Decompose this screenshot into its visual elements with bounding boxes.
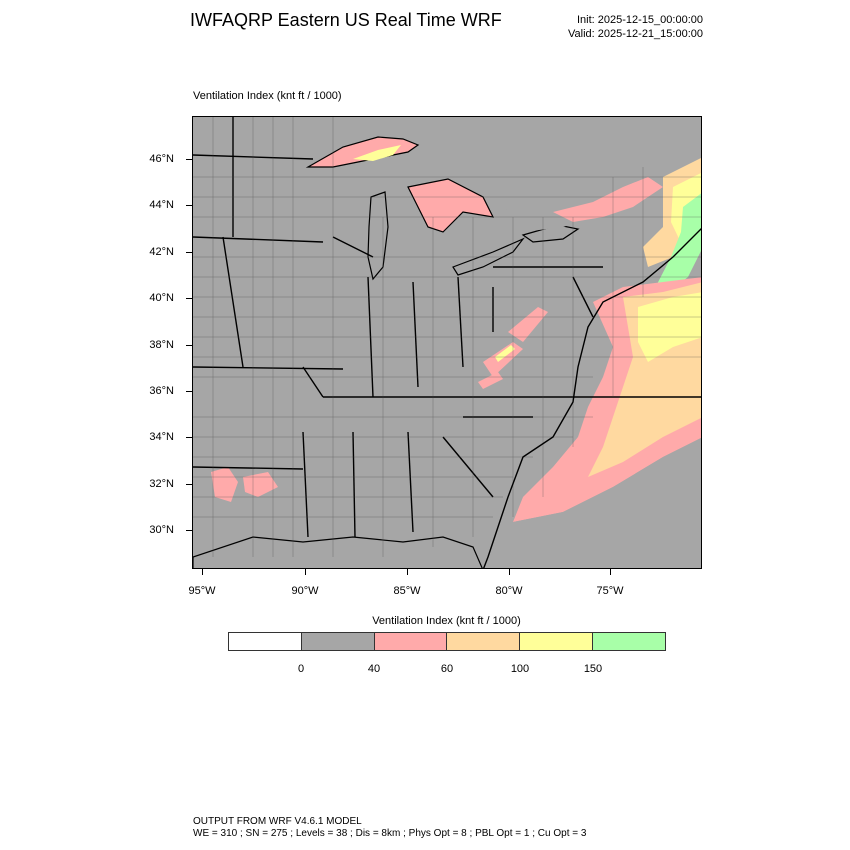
colorbar-swatch bbox=[593, 633, 665, 650]
colorbar-label: 150 bbox=[573, 663, 613, 675]
lat-label: 30°N bbox=[134, 524, 174, 536]
footer-line-1: OUTPUT FROM WRF V4.6.1 MODEL bbox=[193, 816, 586, 828]
colorbar-swatch bbox=[302, 633, 375, 650]
init-time: Init: 2025-12-15_00:00:00 bbox=[568, 13, 703, 27]
lon-tick bbox=[407, 569, 408, 575]
colorbar-swatch bbox=[520, 633, 593, 650]
lon-label: 90°W bbox=[280, 585, 330, 597]
colorbar-label: 0 bbox=[281, 663, 321, 675]
lat-label: 42°N bbox=[134, 246, 174, 258]
map-panel bbox=[192, 116, 702, 569]
model-footer: OUTPUT FROM WRF V4.6.1 MODEL WE = 310 ; … bbox=[193, 816, 586, 840]
lon-label: 75°W bbox=[585, 585, 635, 597]
lon-tick bbox=[305, 569, 306, 575]
colorbar-label: 100 bbox=[500, 663, 540, 675]
field-label: Ventilation Index (knt ft / 1000) bbox=[193, 90, 342, 102]
lat-label: 38°N bbox=[134, 339, 174, 351]
lat-tick bbox=[186, 252, 192, 253]
lat-tick bbox=[186, 437, 192, 438]
lon-tick bbox=[202, 569, 203, 575]
lon-label: 80°W bbox=[484, 585, 534, 597]
lon-label: 85°W bbox=[382, 585, 432, 597]
colorbar-swatch bbox=[447, 633, 520, 650]
lat-label: 40°N bbox=[134, 292, 174, 304]
colorbar bbox=[228, 632, 666, 651]
lat-tick bbox=[186, 159, 192, 160]
lat-tick bbox=[186, 205, 192, 206]
lon-tick bbox=[610, 569, 611, 575]
lat-label: 36°N bbox=[134, 385, 174, 397]
lat-tick bbox=[186, 530, 192, 531]
lat-tick bbox=[186, 345, 192, 346]
lon-label: 95°W bbox=[177, 585, 227, 597]
map-svg bbox=[193, 117, 702, 569]
lat-label: 34°N bbox=[134, 431, 174, 443]
run-times: Init: 2025-12-15_00:00:00 Valid: 2025-12… bbox=[568, 13, 703, 41]
lon-tick bbox=[509, 569, 510, 575]
colorbar-title: Ventilation Index (knt ft / 1000) bbox=[0, 615, 850, 627]
footer-line-2: WE = 310 ; SN = 275 ; Levels = 38 ; Dis … bbox=[193, 828, 586, 840]
colorbar-label: 60 bbox=[427, 663, 467, 675]
lat-tick bbox=[186, 298, 192, 299]
lat-tick bbox=[186, 484, 192, 485]
lat-label: 32°N bbox=[134, 478, 174, 490]
colorbar-swatch bbox=[375, 633, 448, 650]
lat-label: 44°N bbox=[134, 199, 174, 211]
valid-time: Valid: 2025-12-21_15:00:00 bbox=[568, 27, 703, 41]
lat-tick bbox=[186, 391, 192, 392]
colorbar-label: 40 bbox=[354, 663, 394, 675]
page-title: IWFAQRP Eastern US Real Time WRF bbox=[190, 10, 502, 31]
colorbar-swatch bbox=[229, 633, 302, 650]
lat-label: 46°N bbox=[134, 153, 174, 165]
